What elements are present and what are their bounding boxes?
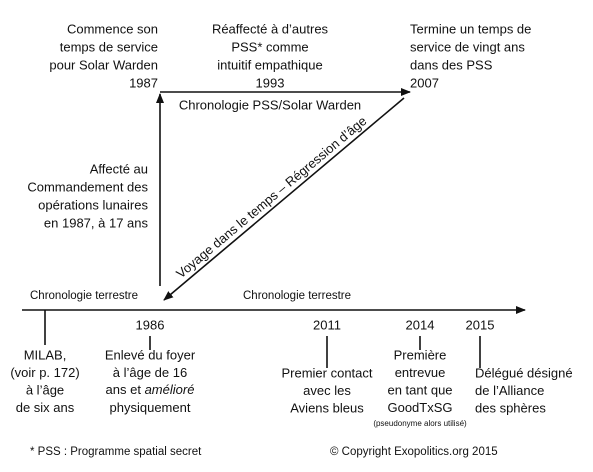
text-line: avec les — [303, 383, 351, 398]
text-line: en 1987, à 17 ans — [44, 215, 149, 230]
text-line: entrevue — [395, 365, 446, 380]
text-line: Réaffecté à d’autres — [212, 21, 329, 36]
text-line: Aviens bleus — [290, 400, 364, 415]
text-line: Première — [394, 347, 447, 362]
time-travel-label: Voyage dans le temps – Régression d’âge — [173, 113, 369, 281]
text-line: Commandement des — [27, 179, 148, 194]
text-line: des sphères — [475, 400, 546, 415]
text-line: GoodTxSG — [387, 400, 452, 415]
text-line: Commence son — [67, 21, 158, 36]
text-line: Termine un temps de — [410, 21, 531, 36]
note: (pseudonyme alors utilisé) — [373, 419, 467, 428]
year: 2015 — [466, 317, 495, 332]
text-line: de l’Alliance — [475, 383, 544, 398]
pss-label: Chronologie PSS/Solar Warden — [179, 97, 361, 112]
text-line: à l’âge — [26, 382, 64, 397]
text-line: PSS* comme — [231, 39, 308, 54]
year: 2007 — [410, 75, 439, 90]
diagonal-arrow — [163, 97, 405, 301]
text-line: de six ans — [16, 400, 75, 415]
text-line: MILAB, — [24, 347, 67, 362]
text-line: opérations lunaires — [38, 197, 148, 212]
year: 2011 — [313, 317, 341, 332]
text-line: en tant que — [387, 382, 452, 397]
text-line: dans des PSS — [410, 57, 493, 72]
text-line: Délégué désigné — [475, 365, 573, 380]
text-line: physiquement — [110, 400, 191, 415]
text-line: (voir p. 172) — [10, 365, 79, 380]
year: 2014 — [406, 317, 435, 332]
text-part: ans et — [106, 382, 145, 397]
earth-label: Chronologie terrestre — [30, 290, 138, 302]
year: 1987 — [129, 75, 158, 90]
year: 1993 — [256, 75, 285, 90]
text-part: amélioré — [145, 382, 195, 397]
text-line: intuitif empathique — [217, 57, 323, 72]
year: 1986 — [136, 317, 165, 332]
text-line: Premier contact — [281, 365, 372, 380]
text-line: à l’âge de 16 — [113, 365, 187, 380]
text-line: temps de service — [60, 39, 158, 54]
text-line: Enlevé du foyer — [105, 347, 196, 362]
text-line: service de vingt ans — [410, 39, 525, 54]
text-line: Affecté au — [90, 161, 148, 176]
earth-label: Chronologie terrestre — [243, 290, 351, 302]
text-line: ans et amélioré — [106, 382, 195, 397]
copyright: © Copyright Exopolitics.org 2015 — [330, 446, 498, 458]
text-line: pour Solar Warden — [49, 57, 158, 72]
footnote: * PSS : Programme spatial secret — [30, 446, 202, 458]
